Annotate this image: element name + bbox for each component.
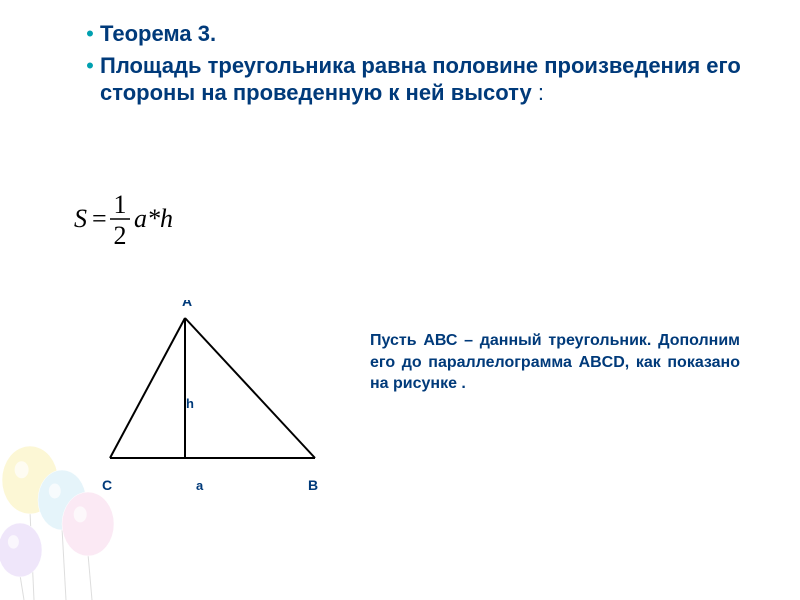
theorem-statement: Площадь треугольника равна половине прои…	[100, 52, 780, 107]
svg-text:1: 1	[114, 190, 127, 219]
svg-text:B: B	[308, 477, 318, 493]
svg-text:a: a	[196, 478, 204, 493]
svg-text:a*h: a*h	[134, 204, 173, 233]
svg-text:=: =	[92, 204, 107, 233]
svg-text:h: h	[186, 396, 194, 411]
svg-text:S: S	[74, 204, 87, 233]
theorem-number: Теорема 3.	[100, 20, 780, 48]
svg-text:A: A	[182, 300, 192, 309]
heading-block: Теорема 3. Площадь треугольника равна по…	[80, 20, 780, 111]
explanation-paragraph: Пусть АВС – данный треугольник. Дополним…	[370, 330, 740, 395]
formula: S=12a*h	[72, 185, 232, 260]
svg-text:2: 2	[114, 221, 127, 250]
svg-text:C: C	[102, 477, 112, 493]
triangle-diagram: A C Bh a	[90, 300, 350, 520]
